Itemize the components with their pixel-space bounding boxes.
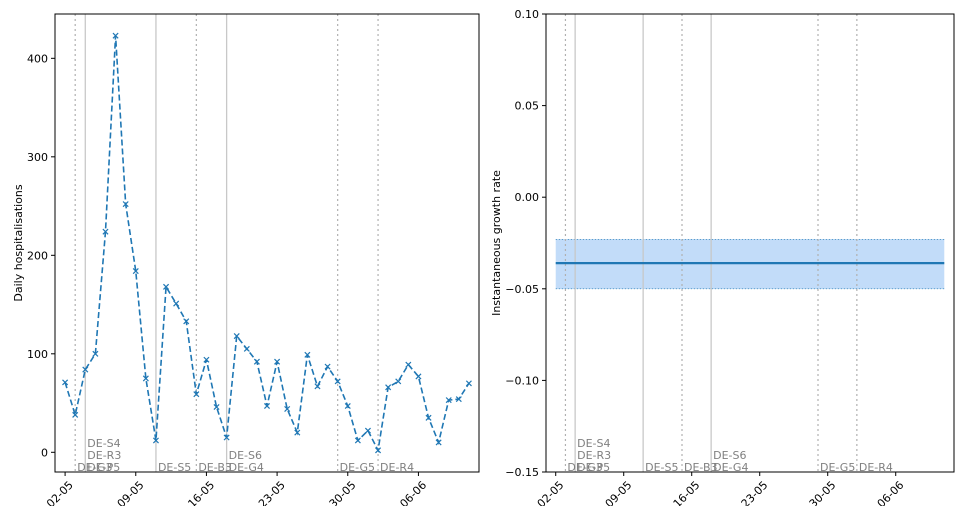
data-point-2021-05-03 (72, 411, 79, 418)
intervention-label-de-g3: DE-G3 (567, 461, 602, 474)
y-tick-label-2: −0.05 (505, 283, 539, 296)
data-point-2021-05-22 (263, 402, 271, 410)
y-tick-label-0: 0 (41, 446, 48, 459)
y-tick-label-4: 0.05 (515, 100, 540, 113)
y-tick-label-0: −0.15 (505, 466, 539, 479)
data-point-2021-06-07 (425, 414, 432, 421)
data-point-2021-06-01 (364, 427, 371, 434)
intervention-label-de-s6: DE-S6 (229, 449, 262, 462)
data-point-2021-05-04 (82, 366, 89, 373)
data-point-2021-05-20 (243, 345, 250, 352)
intervention-label-de-r3: DE-R3 (87, 449, 121, 462)
intervention-label-de-b3: DE-B3 (198, 461, 232, 474)
intervention-label-de-r4: DE-R4 (859, 461, 893, 474)
y-axis-label: Daily hospitalisations (12, 184, 25, 302)
y-tick-label-5: 0.10 (515, 8, 540, 21)
y-axis-ticks: 0 100 200 300 400 (27, 52, 55, 459)
data-point-2021-05-16 (203, 356, 210, 363)
data-point-2021-05-02 (62, 379, 69, 386)
data-point-2021-05-21 (253, 358, 260, 365)
y-tick-label-4: 400 (27, 52, 48, 65)
intervention-label-de-g3: DE-G3 (77, 461, 112, 474)
data-point-2021-05-26 (304, 351, 311, 358)
data-point-2021-06-02 (375, 447, 382, 454)
data-point-2021-05-07 (112, 32, 119, 39)
data-point-2021-05-08 (122, 201, 129, 208)
intervention-lines (564, 14, 858, 472)
data-point-2021-05-31 (354, 437, 361, 444)
intervention-label-de-b3: DE-B3 (684, 461, 718, 474)
y-tick-label-3: 0.00 (515, 191, 540, 204)
intervention-label-de-s4: DE-S4 (577, 437, 610, 450)
data-point-2021-06-05 (405, 361, 412, 368)
intervention-label-de-s5: DE-S5 (645, 461, 678, 474)
data-point-2021-05-05 (92, 350, 99, 357)
intervention-lines (74, 14, 379, 472)
intervention-label-de-g5: DE-G5 (340, 461, 375, 474)
data-point-2021-05-23 (274, 358, 281, 365)
intervention-label-de-r4: DE-R4 (380, 461, 414, 474)
intervention-label-de-s6: DE-S6 (713, 449, 746, 462)
y-tick-label-1: 100 (27, 348, 48, 361)
data-point-2021-05-13 (173, 300, 180, 307)
intervention-label-de-g4: DE-G4 (229, 461, 264, 474)
intervention-label-de-p5: DE-P5 (577, 461, 610, 474)
axes-frame (545, 13, 955, 473)
data-point-2021-05-15 (193, 391, 200, 398)
data-point-2021-06-09 (445, 397, 452, 404)
intervention-label-de-p5: DE-P5 (87, 461, 120, 474)
data-point-2021-05-19 (233, 333, 240, 340)
data-point-2021-05-12 (163, 283, 170, 290)
intervention-label-de-s5: DE-S5 (158, 461, 191, 474)
data-point-2021-05-30 (344, 402, 351, 410)
y-tick-label-3: 300 (27, 151, 48, 164)
data-point-2021-06-11 (465, 380, 472, 387)
data-point-2021-05-28 (324, 363, 331, 370)
y-axis-ticks: −0.15 −0.10 −0.05 0.00 0.05 0.10 (505, 8, 546, 479)
data-point-2021-05-10 (142, 375, 149, 382)
intervention-label-de-g5: DE-G5 (820, 461, 855, 474)
data-point-2021-05-27 (314, 383, 321, 390)
y-tick-label-1: −0.10 (505, 374, 539, 387)
data-point-2021-05-09 (132, 268, 139, 275)
data-point-2021-05-17 (213, 403, 220, 411)
intervention-label-de-s4: DE-S4 (87, 437, 120, 450)
data-point-2021-05-14 (183, 318, 190, 325)
data-point-2021-05-24 (284, 405, 291, 412)
y-tick-label-2: 200 (27, 249, 48, 262)
data-point-2021-05-11 (152, 437, 159, 444)
hospitalisations-markers (62, 32, 472, 454)
data-point-2021-06-03 (385, 384, 392, 391)
y-axis-label: Instantaneous growth rate (490, 170, 503, 316)
intervention-label-de-g4: DE-G4 (713, 461, 748, 474)
intervention-label-de-r3: DE-R3 (577, 449, 611, 462)
data-point-2021-05-18 (223, 434, 230, 441)
data-point-2021-05-25 (294, 429, 301, 436)
data-point-2021-06-10 (455, 396, 462, 403)
data-point-2021-06-06 (415, 373, 422, 380)
data-point-2021-06-08 (435, 439, 442, 446)
data-point-2021-05-29 (334, 378, 341, 385)
data-point-2021-05-06 (102, 228, 109, 235)
axes-frame (54, 13, 480, 473)
data-point-2021-06-04 (395, 378, 402, 385)
